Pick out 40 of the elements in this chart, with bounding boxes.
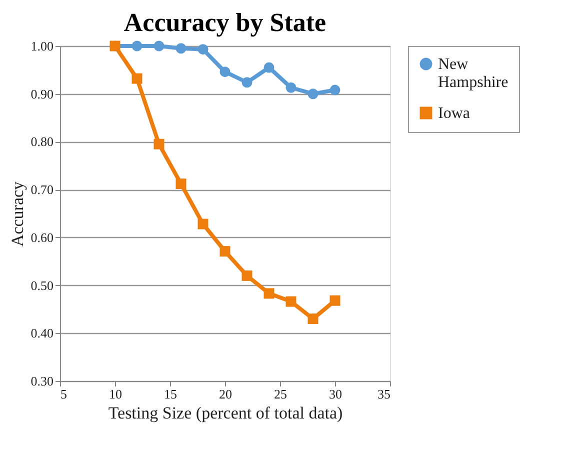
x-axis-title: Testing Size (percent of total data) <box>108 404 343 422</box>
point <box>330 84 340 96</box>
point <box>220 66 230 78</box>
point <box>286 296 296 307</box>
point <box>242 77 252 88</box>
point <box>132 40 142 52</box>
point <box>154 40 164 52</box>
point <box>198 44 208 55</box>
point <box>308 88 318 100</box>
point <box>330 295 340 306</box>
x-tick-label: 25 <box>274 386 287 402</box>
point <box>308 314 318 324</box>
point <box>286 82 296 93</box>
x-tick-label: 15 <box>164 386 177 402</box>
y-tick-label: 0.50 <box>30 278 54 293</box>
point <box>264 288 274 299</box>
x-tick-label: 20 <box>219 386 232 402</box>
legend-label: Iowa <box>438 105 470 122</box>
point <box>154 138 164 150</box>
y-axis-title: Accuracy <box>8 180 27 247</box>
x-tick-label: 35 <box>378 386 390 402</box>
point <box>132 73 142 84</box>
point <box>198 218 208 230</box>
point <box>242 270 252 281</box>
y-tick-label: 1.00 <box>30 38 54 54</box>
y-tick-label: 0.70 <box>30 182 54 198</box>
point <box>220 246 230 257</box>
y-tick-label: 0.60 <box>30 230 54 245</box>
y-tick-label: 0.40 <box>30 326 54 341</box>
y-tick-label: 0.30 <box>30 374 54 388</box>
x-tick-label: 30 <box>329 386 342 402</box>
y-tick-label: 0.80 <box>30 134 54 150</box>
x-tick-label: 10 <box>109 386 122 402</box>
y-tick-label: 0.90 <box>30 86 54 102</box>
point <box>264 62 274 73</box>
point <box>176 178 186 190</box>
chart-title: Accuracy by State <box>124 8 326 37</box>
legend-label: New Hampshire <box>438 56 508 91</box>
x-tick-label: 5 <box>60 386 67 402</box>
point <box>176 43 186 54</box>
